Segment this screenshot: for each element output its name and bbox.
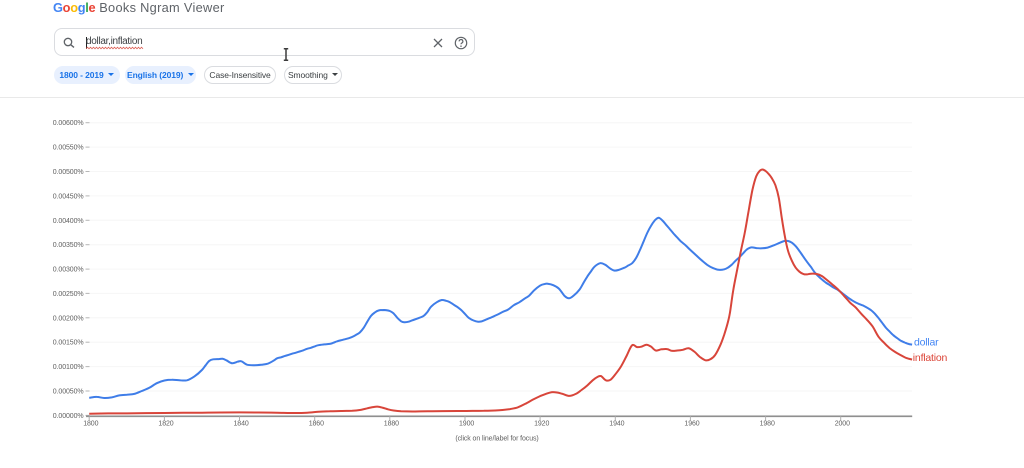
svg-text:1800: 1800 <box>83 421 98 428</box>
svg-text:0.00450%: 0.00450% <box>53 193 84 200</box>
svg-text:1860: 1860 <box>309 421 324 428</box>
svg-text:1920: 1920 <box>534 421 549 428</box>
svg-text:2000: 2000 <box>835 421 850 428</box>
svg-text:0.00100%: 0.00100% <box>53 364 84 371</box>
svg-text:0.00600%: 0.00600% <box>53 120 84 127</box>
svg-text:0.00500%: 0.00500% <box>53 169 84 176</box>
svg-text:0.00000%: 0.00000% <box>53 413 84 420</box>
svg-text:1840: 1840 <box>234 421 249 428</box>
svg-text:0.00150%: 0.00150% <box>53 340 84 347</box>
svg-text:1820: 1820 <box>158 421 173 428</box>
svg-text:0.00300%: 0.00300% <box>53 267 84 274</box>
svg-text:1960: 1960 <box>684 421 699 428</box>
svg-text:inflation: inflation <box>913 352 948 364</box>
svg-text:dollar: dollar <box>914 336 939 348</box>
svg-text:0.00050%: 0.00050% <box>53 389 84 396</box>
svg-text:1900: 1900 <box>459 421 474 428</box>
svg-text:0.00200%: 0.00200% <box>53 315 84 322</box>
svg-text:0.00400%: 0.00400% <box>53 218 84 225</box>
svg-text:1880: 1880 <box>384 421 399 428</box>
svg-text:(click on line/label for focus: (click on line/label for focus) <box>455 436 538 443</box>
svg-text:1940: 1940 <box>609 421 624 428</box>
svg-text:0.00250%: 0.00250% <box>53 291 84 298</box>
svg-text:1980: 1980 <box>760 421 775 428</box>
svg-text:0.00550%: 0.00550% <box>53 145 84 152</box>
svg-text:0.00350%: 0.00350% <box>53 242 84 249</box>
